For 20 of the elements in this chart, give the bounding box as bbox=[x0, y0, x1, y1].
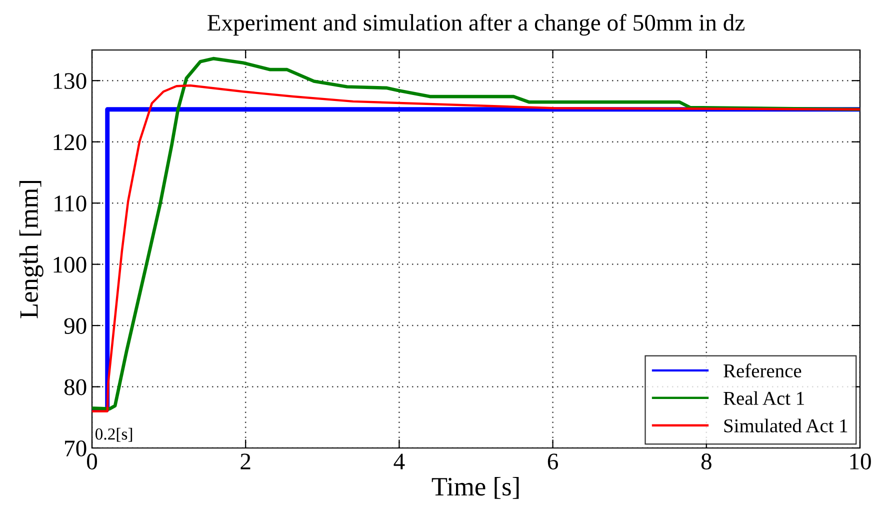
y-axis-title: Length [mm] bbox=[19, 180, 44, 318]
legend-label: Real Act 1 bbox=[724, 391, 804, 405]
y-tick-label: 100 bbox=[54, 256, 86, 273]
x-tick-label: 0 bbox=[86, 454, 98, 470]
y-tick-label: 130 bbox=[54, 73, 86, 90]
y-tick-label: 80 bbox=[64, 379, 86, 396]
chart-title: Experiment and simulation after a change of 50mm in dz bbox=[208, 14, 744, 36]
x-axis-title: Time [s] bbox=[432, 477, 519, 499]
legend-label: Reference bbox=[724, 364, 802, 378]
legend-label: Simulated Act 1 bbox=[724, 418, 848, 432]
x-tick-label: 10 bbox=[850, 454, 871, 470]
y-tick-label: 90 bbox=[64, 318, 86, 334]
x-tick-label: 6 bbox=[548, 454, 558, 470]
x-tick-label: 8 bbox=[701, 454, 712, 470]
x-tick-label: 2 bbox=[240, 454, 250, 470]
y-tick-label: 110 bbox=[54, 196, 86, 212]
y-tick-label: 120 bbox=[54, 134, 86, 150]
y-tick-label: 70 bbox=[65, 440, 86, 456]
annotation: 0.2[s] bbox=[95, 428, 132, 442]
x-tick-label: 4 bbox=[394, 454, 405, 470]
